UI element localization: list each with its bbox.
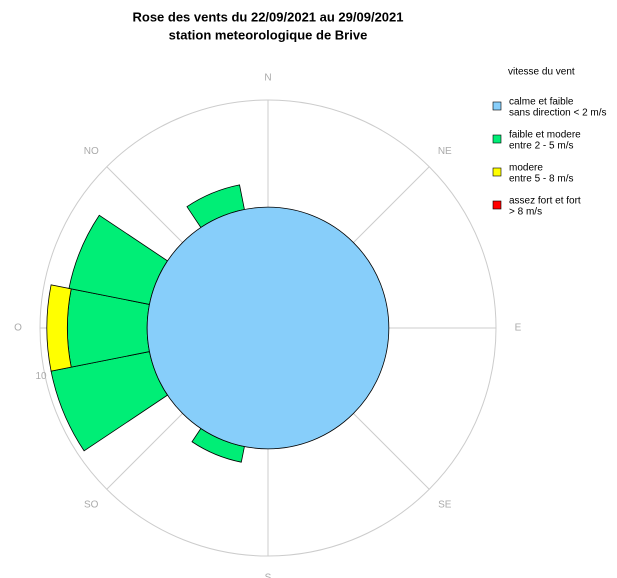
legend-label: entre 2 - 5 m/s xyxy=(509,141,573,152)
legend-label: modere xyxy=(509,163,543,174)
legend-label: assez fort et fort xyxy=(509,196,581,207)
direction-label: NO xyxy=(84,146,99,157)
legend-swatch xyxy=(492,167,502,177)
chart-subtitle: station meteorologique de Brive xyxy=(169,27,368,42)
chart-title: Rose des vents du 22/09/2021 au 29/09/20… xyxy=(132,9,403,24)
legend-label: sans direction < 2 m/s xyxy=(509,108,607,119)
legend-label: > 8 m/s xyxy=(509,207,542,218)
legend-label: calme et faible xyxy=(509,97,574,108)
calm-circle xyxy=(146,206,390,450)
direction-label: E xyxy=(515,323,522,334)
direction-label: S xyxy=(265,573,272,578)
legend-swatch xyxy=(492,134,502,144)
direction-label: SO xyxy=(84,499,99,510)
direction-label: NE xyxy=(438,146,452,157)
legend-label: faible et modere xyxy=(509,130,581,141)
direction-label: SE xyxy=(438,499,452,510)
direction-label: N xyxy=(264,73,271,84)
rose-bar xyxy=(46,284,72,372)
legend-swatch xyxy=(492,200,502,210)
r-tick-label: 10 xyxy=(36,371,48,382)
legend-swatch xyxy=(492,101,502,111)
legend-title: vitesse du vent xyxy=(508,67,575,78)
direction-label: O xyxy=(14,323,22,334)
legend-label: entre 5 - 8 m/s xyxy=(509,174,573,185)
